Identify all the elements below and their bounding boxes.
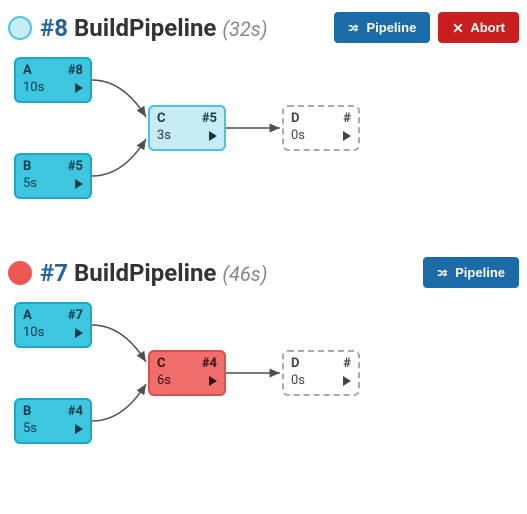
node-top: C #5 [157, 111, 217, 126]
stage-node-a[interactable]: A #7 10s [14, 302, 92, 348]
node-time: 0s [291, 373, 305, 388]
node-bottom: 10s [23, 80, 83, 95]
node-run: #4 [68, 404, 83, 419]
node-bottom: 3s [157, 128, 217, 143]
node-label: C [157, 356, 166, 371]
stage-node-d[interactable]: D # 0s [282, 105, 360, 151]
build-number[interactable]: #7 [40, 259, 68, 287]
play-icon [343, 376, 351, 386]
node-time: 5s [23, 421, 37, 436]
node-top: C #4 [157, 356, 217, 371]
node-bottom: 5s [23, 421, 83, 436]
button-label: Abort [470, 20, 505, 35]
node-top: D # [291, 356, 351, 371]
pipeline-graph: A #7 10s B #4 5s C #4 6s [8, 302, 519, 462]
title-group: #8 BuildPipeline (32s) [40, 14, 326, 42]
pipeline-block: #7 BuildPipeline (46s) Pipeline A #7 [8, 257, 519, 462]
node-time: 10s [23, 325, 44, 340]
shuffle-icon [348, 22, 360, 34]
node-run: # [343, 111, 351, 126]
node-run: #8 [68, 63, 83, 78]
node-bottom: 5s [23, 176, 83, 191]
pipeline-header: #8 BuildPipeline (32s) Pipeline Abort [8, 12, 519, 43]
play-icon [209, 131, 217, 141]
play-icon [209, 376, 217, 386]
play-icon [75, 328, 83, 338]
node-bottom: 0s [291, 128, 351, 143]
node-label: B [23, 404, 31, 419]
title-group: #7 BuildPipeline (46s) [40, 259, 415, 287]
shuffle-icon [437, 267, 449, 279]
node-time: 3s [157, 128, 171, 143]
stage-node-c[interactable]: C #4 6s [148, 350, 226, 396]
play-icon [75, 83, 83, 93]
pipeline-button[interactable]: Pipeline [334, 12, 430, 43]
status-circle-failed [8, 261, 32, 285]
node-top: A #8 [23, 63, 83, 78]
node-label: A [23, 63, 32, 78]
node-top: D # [291, 111, 351, 126]
node-label: A [23, 308, 32, 323]
node-run: #7 [68, 308, 83, 323]
node-label: D [291, 356, 299, 371]
node-bottom: 0s [291, 373, 351, 388]
node-time: 0s [291, 128, 305, 143]
play-icon [343, 131, 351, 141]
node-run: #5 [68, 159, 83, 174]
button-label: Pipeline [366, 20, 416, 35]
pipeline-graph: A #8 10s B #5 5s C #5 3s [8, 57, 519, 217]
node-time: 10s [23, 80, 44, 95]
build-name: BuildPipeline [74, 14, 216, 42]
stage-node-b[interactable]: B #5 5s [14, 153, 92, 199]
play-icon [75, 424, 83, 434]
pipeline-header: #7 BuildPipeline (46s) Pipeline [8, 257, 519, 288]
pipeline-block: #8 BuildPipeline (32s) Pipeline Abort [8, 12, 519, 217]
node-run: # [343, 356, 351, 371]
node-time: 5s [23, 176, 37, 191]
play-icon [75, 179, 83, 189]
stage-node-a[interactable]: A #8 10s [14, 57, 92, 103]
node-bottom: 10s [23, 325, 83, 340]
close-icon [452, 22, 464, 34]
node-bottom: 6s [157, 373, 217, 388]
node-label: D [291, 111, 299, 126]
stage-node-c[interactable]: C #5 3s [148, 105, 226, 151]
stage-node-b[interactable]: B #4 5s [14, 398, 92, 444]
node-run: #5 [202, 111, 217, 126]
pipeline-button[interactable]: Pipeline [423, 257, 519, 288]
build-name: BuildPipeline [74, 259, 216, 287]
node-top: A #7 [23, 308, 83, 323]
build-number[interactable]: #8 [40, 14, 68, 42]
button-label: Pipeline [455, 265, 505, 280]
stage-node-d[interactable]: D # 0s [282, 350, 360, 396]
node-top: B #5 [23, 159, 83, 174]
node-top: B #4 [23, 404, 83, 419]
status-circle-running [8, 16, 32, 40]
node-time: 6s [157, 373, 171, 388]
node-label: B [23, 159, 31, 174]
abort-button[interactable]: Abort [438, 12, 519, 43]
node-label: C [157, 111, 166, 126]
build-duration: (46s) [222, 262, 267, 286]
build-duration: (32s) [222, 17, 267, 41]
node-run: #4 [202, 356, 217, 371]
